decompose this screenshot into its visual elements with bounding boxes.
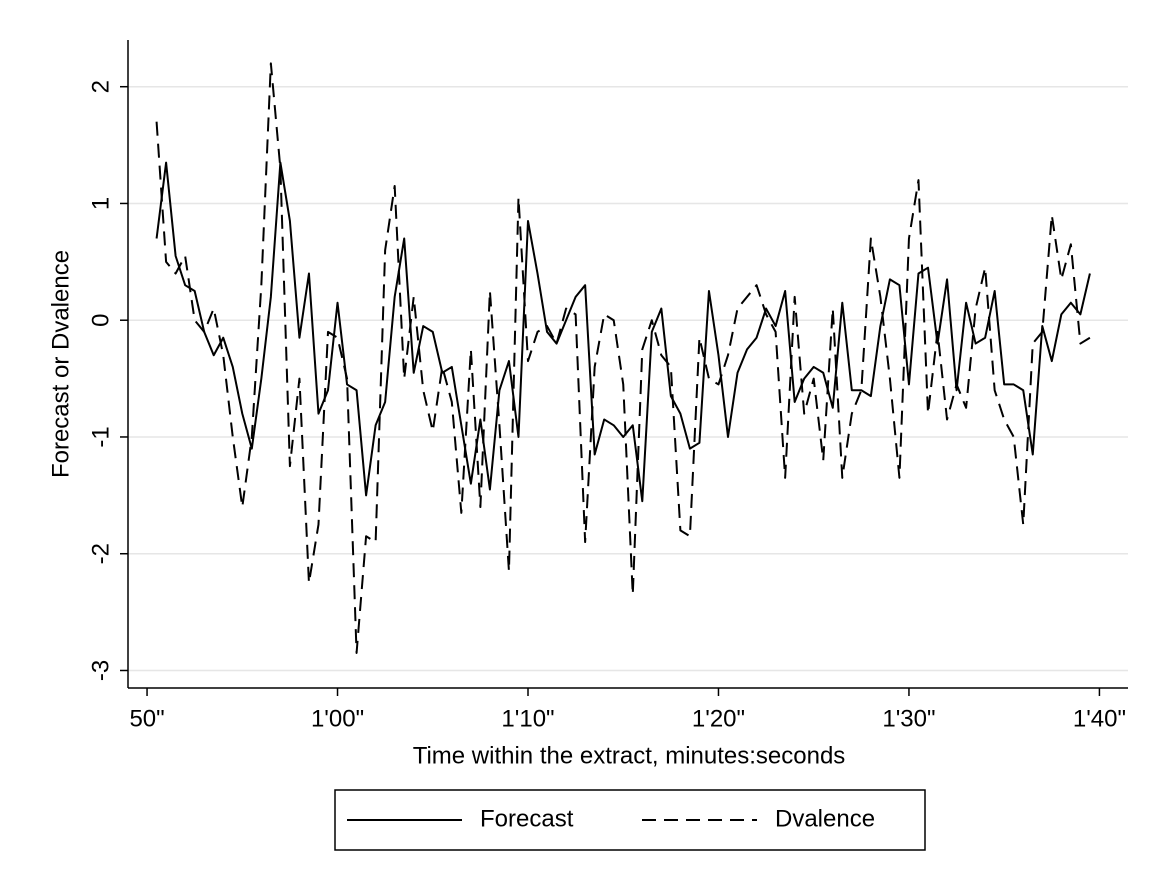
- x-tick-label: 1'10": [501, 705, 554, 732]
- legend-label: Forecast: [480, 805, 574, 832]
- legend-label: Dvalence: [775, 805, 875, 832]
- x-tick-label: 50": [129, 705, 164, 732]
- series-line: [155, 161, 1091, 503]
- y-axis-label: Forecast or Dvalence: [47, 250, 74, 478]
- x-axis-label: Time within the extract, minutes:seconds: [413, 742, 846, 769]
- y-tick-label: -1: [87, 426, 114, 447]
- y-tick-label: 0: [87, 314, 114, 327]
- y-tick-label: -2: [87, 543, 114, 564]
- y-tick-label: 1: [87, 197, 114, 210]
- y-tick-label: -3: [87, 660, 114, 681]
- x-tick-label: 1'30": [882, 705, 935, 732]
- x-tick-label: 1'00": [311, 705, 364, 732]
- x-tick-label: 1'20": [692, 705, 745, 732]
- y-tick-label: 2: [87, 80, 114, 93]
- x-tick-label: 1'40": [1073, 705, 1126, 732]
- series-line: [155, 62, 1091, 654]
